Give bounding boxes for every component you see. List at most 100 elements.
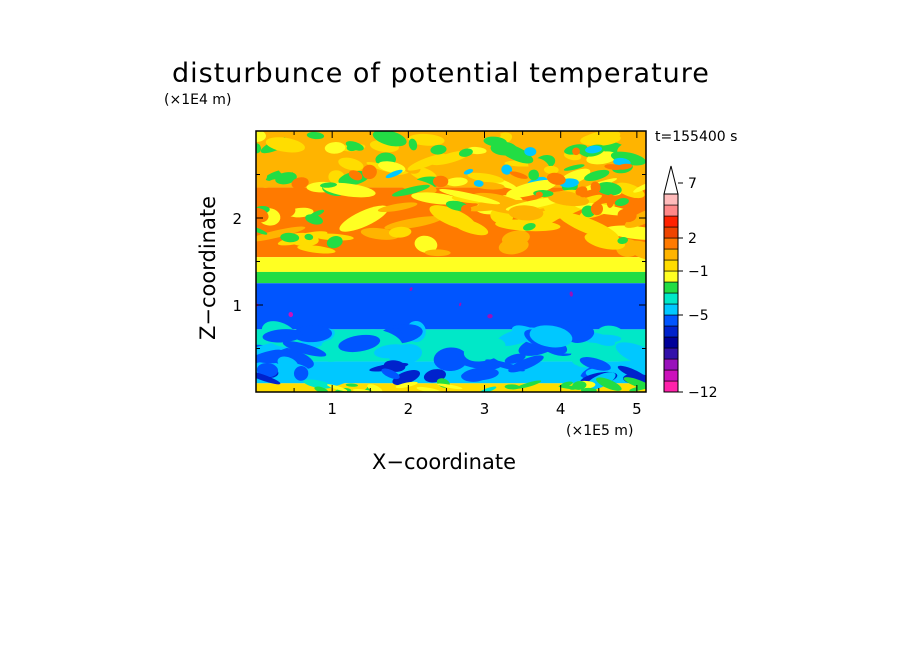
contour-patch [467,172,505,183]
contour-patch [553,364,579,372]
contour-patch [432,175,449,188]
contour-patch [381,368,400,380]
colorbar-swatch [663,248,679,261]
colorbar: −12−5−127 [663,165,718,401]
x-axis-label: X−coordinate [372,450,516,474]
contour-patch [463,337,506,362]
contour-patch [385,169,403,179]
contour-patch [615,182,645,199]
contour-patch [563,164,585,171]
contour-patch [523,222,536,231]
contour-patch [605,225,646,240]
contour-patch [278,159,295,175]
contour-patch [424,249,451,257]
contour-patch [408,138,418,151]
contour-patch [416,386,443,392]
x-tick-label: 4 [556,400,566,418]
contour-patch [504,384,520,390]
contour-layer [256,271,646,284]
contour-patch [579,357,611,371]
contour-patch [590,202,603,216]
contour-patch [487,313,493,319]
contour-patch [615,342,646,368]
colorbar-swatch [663,303,679,316]
contour-patch [508,355,544,373]
contour-patch [535,191,543,198]
contour-patch [498,237,529,255]
contour-patch [445,177,468,187]
contour-patch [543,165,559,174]
contour-patch [580,132,621,146]
contour-patch [256,226,306,242]
contour-patch [280,232,300,243]
contour-field [256,131,646,392]
colorbar-tick-label: 7 [688,176,697,192]
contour-patch [546,172,566,185]
contour-patch [633,182,646,193]
contour-patch [596,377,622,391]
contour-patch [297,245,336,254]
contour-patch [466,200,528,212]
colorbar-swatch [663,314,679,327]
contour-layer [256,361,646,384]
contour-patch [384,216,443,230]
chart-title: disturbunce of potential temperature [172,58,710,89]
contour-patch [303,379,332,389]
colorbar-swatch [663,292,679,305]
colorbar-swatch [663,281,679,294]
colorbar-swatch [663,259,679,272]
contour-patch [529,325,573,348]
contour-patch [509,171,528,179]
contour-patch [338,157,364,171]
contour-patch [288,311,294,318]
contour-patch [516,380,542,389]
contour-patch [584,232,626,250]
contour-patch [388,226,412,238]
contour-patch [392,370,421,386]
contour-patch [617,365,646,381]
contour-patch [362,164,377,180]
contour-patch [614,198,629,206]
contour-patch [369,362,409,372]
contour-patch [624,207,646,228]
colorbar-swatch [663,358,679,371]
colorbar-swatch [663,204,679,217]
colorbar-swatch [663,380,679,393]
contour-patch [617,208,637,223]
contour-patch [473,180,484,187]
contour-patch [338,334,381,353]
contour-patch [458,148,473,157]
colorbar-tick-label: −1 [688,264,709,280]
contour-patch [391,184,430,197]
contour-patch [345,141,364,151]
contour-patch [569,291,573,297]
colorbar-swatch [663,270,679,283]
contour-patch [304,233,314,241]
contour-patch [377,202,418,213]
colorbar-tick-label: −12 [688,385,718,401]
colorbar-swatch [663,226,679,239]
x-axis-unit: (×1E5 m) [566,423,634,439]
contour-patch [256,370,281,385]
contour-patch [360,227,399,240]
contour-patch [388,343,423,365]
x-tick-label: 3 [480,400,490,418]
colorbar-swatch [663,325,679,338]
colorbar-extend-arrow [663,165,679,195]
colorbar-tick-label: 2 [688,231,697,247]
contour-patch [501,164,513,175]
contour-patch [463,168,474,175]
contour-patch [326,236,343,249]
contour-patch [483,131,501,139]
contour-patch [547,192,590,207]
contour-patch [293,366,309,381]
contour-patch [483,136,507,147]
x-tick-label: 5 [632,400,642,418]
contour-patch [506,179,557,198]
colorbar-swatch [663,369,679,382]
y-tick-label: 2 [232,210,242,228]
colorbar-swatch [663,193,679,206]
contour-patch [256,362,279,378]
contour-patch [364,368,384,378]
contour-patch [320,182,337,188]
